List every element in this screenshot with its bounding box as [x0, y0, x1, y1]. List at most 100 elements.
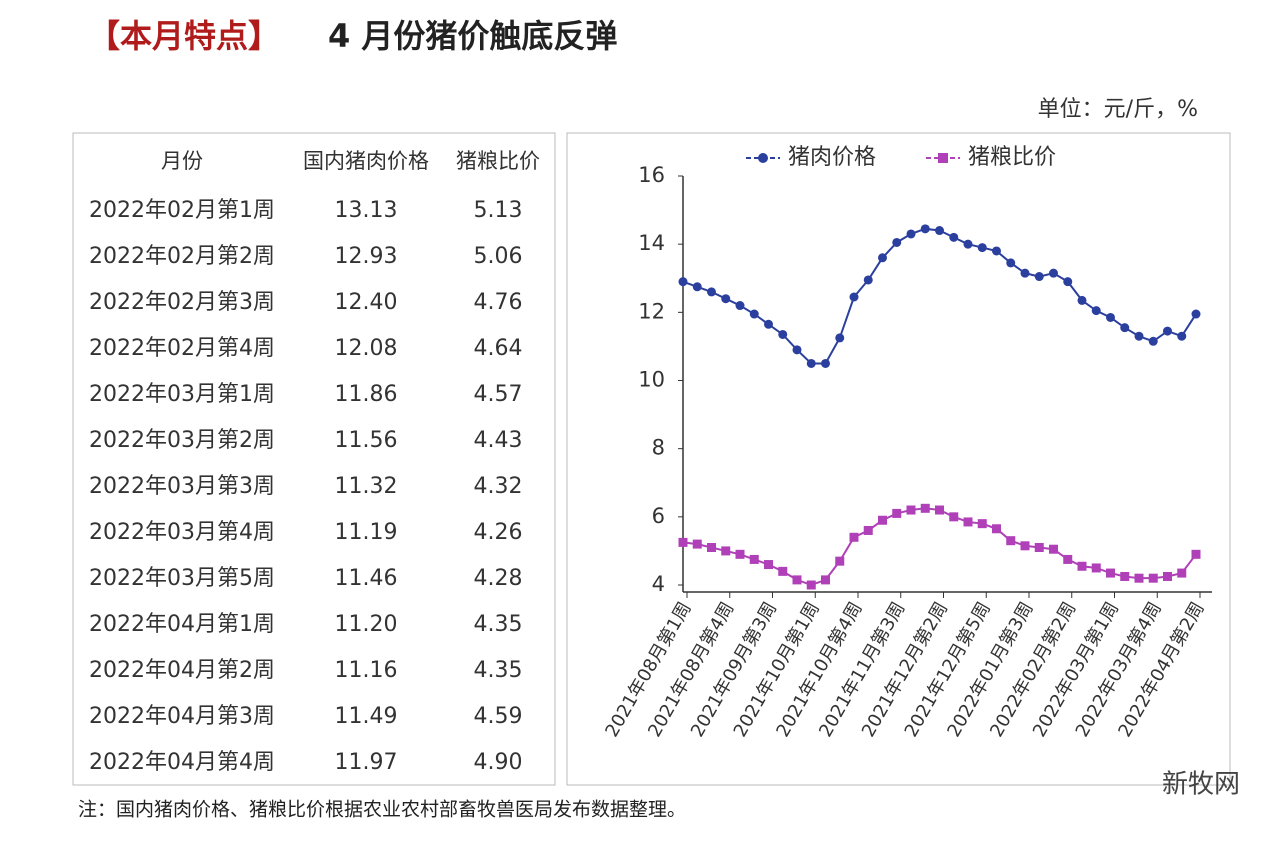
point — [863, 525, 873, 535]
table-cell: 4.59 — [474, 704, 523, 729]
legend-label: 猪肉价格 — [788, 145, 876, 170]
table-cell: 4.90 — [474, 750, 523, 775]
point — [678, 277, 688, 287]
point — [920, 224, 930, 234]
table-cell: 2022年02月第2周 — [89, 244, 275, 269]
table-box — [72, 132, 556, 786]
table-cell: 11.16 — [335, 658, 398, 683]
point — [835, 556, 845, 566]
table-cell: 2022年02月第3周 — [89, 290, 275, 315]
point — [821, 575, 830, 585]
point — [1163, 571, 1172, 581]
y-tick-label: 6 — [652, 504, 665, 528]
point — [1006, 258, 1016, 268]
point — [906, 505, 916, 515]
point — [792, 345, 802, 355]
table-cell: 11.97 — [335, 750, 398, 775]
point — [1063, 554, 1073, 564]
point — [749, 309, 759, 319]
table-cell: 4.35 — [474, 612, 523, 637]
point — [778, 566, 788, 576]
point — [935, 226, 944, 236]
point — [1148, 336, 1158, 346]
point — [735, 549, 745, 559]
series-line — [682, 507, 1197, 587]
table-cell: 11.56 — [335, 428, 398, 453]
header-title: 4 月份猪价触底反弹 — [328, 17, 617, 55]
footer-note: 注：国内猪肉价格、猪粮比价根据农业农村部畜牧兽医局发布数据整理。 — [78, 799, 686, 821]
point — [878, 253, 887, 263]
point — [920, 503, 930, 513]
table-cell: 13.13 — [335, 198, 398, 223]
point — [1020, 268, 1030, 278]
point — [806, 580, 816, 590]
point — [1148, 573, 1158, 583]
point — [1120, 571, 1130, 581]
point — [1163, 326, 1172, 336]
point — [963, 517, 973, 527]
table-header: 月份 — [161, 149, 203, 173]
table-cell: 12.08 — [335, 336, 398, 361]
y-tick-label: 16 — [638, 163, 665, 187]
point — [878, 515, 887, 525]
table-cell: 5.06 — [474, 244, 523, 269]
point — [1020, 541, 1030, 551]
watermark: 新牧网 — [1162, 770, 1240, 800]
point — [1134, 331, 1144, 341]
point — [692, 282, 702, 292]
point — [1049, 268, 1058, 278]
point — [1034, 543, 1044, 553]
table-cell: 2022年02月第1周 — [89, 198, 275, 223]
point — [1106, 568, 1115, 578]
table-cell: 2022年04月第2周 — [89, 658, 275, 683]
point — [992, 246, 1001, 256]
point — [721, 294, 731, 304]
point — [1191, 549, 1201, 559]
point — [821, 358, 830, 368]
point — [1191, 309, 1201, 319]
table-cell: 4.57 — [474, 382, 523, 407]
table-cell: 4.26 — [474, 520, 523, 545]
table-cell: 11.32 — [335, 474, 398, 499]
table-cell: 4.28 — [474, 566, 523, 591]
point — [849, 292, 859, 302]
unit: 单位：元/斤，% — [1038, 97, 1198, 122]
point — [1177, 568, 1187, 578]
point — [935, 505, 944, 515]
point — [892, 508, 902, 518]
series-line — [682, 227, 1197, 365]
table-cell: 2022年04月第4周 — [89, 750, 275, 775]
table-cell: 4.35 — [474, 658, 523, 683]
table-cell: 2022年03月第5周 — [89, 566, 275, 591]
table-cell: 11.49 — [335, 704, 398, 729]
point — [749, 554, 759, 564]
point — [764, 319, 773, 329]
table-cell: 2022年03月第4周 — [89, 520, 275, 545]
point — [1049, 544, 1058, 554]
point — [1120, 323, 1130, 333]
point — [963, 239, 973, 249]
point — [949, 232, 959, 242]
point — [835, 333, 845, 343]
table-cell: 12.40 — [335, 290, 398, 315]
point — [977, 243, 987, 253]
point — [806, 358, 816, 368]
table-cell: 4.76 — [474, 290, 523, 315]
table-cell: 5.13 — [474, 198, 523, 223]
table-cell: 2022年04月第3周 — [89, 704, 275, 729]
y-tick-label: 12 — [638, 299, 665, 323]
point — [764, 560, 773, 570]
legend-marker — [938, 153, 948, 163]
y-tick-label: 14 — [638, 231, 665, 255]
table-cell: 4.64 — [474, 336, 523, 361]
point — [863, 275, 873, 285]
table-header: 猪粮比价 — [456, 149, 540, 173]
legend-label: 猪粮比价 — [968, 145, 1056, 170]
chart-box — [566, 132, 1231, 786]
table-cell: 2022年03月第1周 — [89, 382, 275, 407]
point — [1077, 295, 1087, 305]
table-cell: 2022年02月第4周 — [89, 336, 275, 361]
point — [1091, 563, 1101, 573]
point — [1177, 331, 1187, 341]
